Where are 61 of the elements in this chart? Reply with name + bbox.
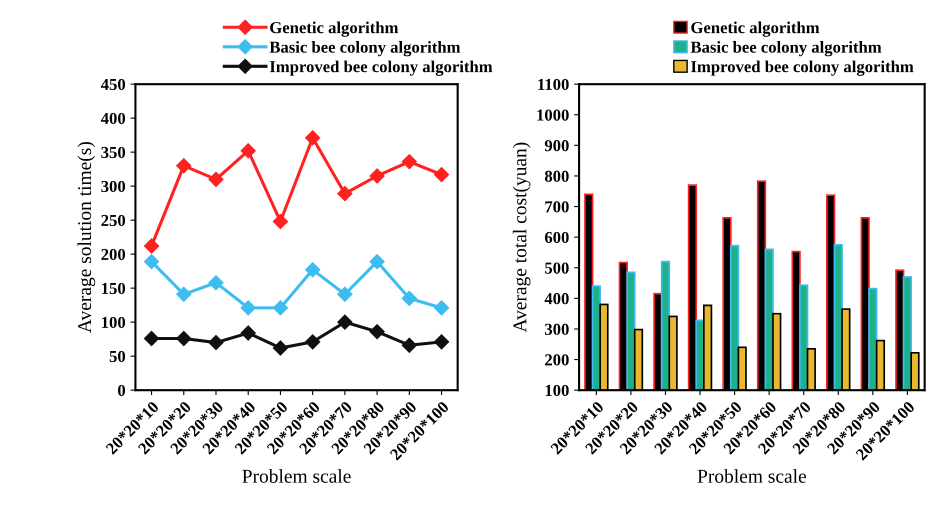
y-tick-label: 200 xyxy=(545,354,569,366)
point xyxy=(370,254,385,270)
point xyxy=(337,186,352,202)
y-tick-label: 400 xyxy=(544,293,569,304)
y-axis-title: Average total cost(yuan) xyxy=(512,142,530,332)
legend-label: Genetic algorithm xyxy=(691,22,820,37)
point xyxy=(434,167,450,182)
y-tick-label: 50 xyxy=(110,350,126,362)
point xyxy=(305,130,320,146)
point xyxy=(337,314,352,330)
y-tick-label: 250 xyxy=(101,214,126,226)
point xyxy=(208,275,224,290)
y-tick-label: 100 xyxy=(102,316,126,328)
legend-label: Improved bee colony algorithm xyxy=(270,60,492,76)
y-tick-label: 100 xyxy=(546,384,569,396)
y-tick-label: 0 xyxy=(118,384,126,396)
point xyxy=(176,286,192,302)
point xyxy=(176,330,192,346)
point xyxy=(240,300,256,316)
y-tick-label: 700 xyxy=(545,201,569,212)
legend-label: Basic bee colony algorithm xyxy=(690,41,882,56)
y-tick-label: 900 xyxy=(544,140,569,152)
point xyxy=(272,214,288,230)
y-tick-label: 1100 xyxy=(538,78,569,90)
point xyxy=(208,172,224,187)
legend-label: Genetic algorithm xyxy=(270,22,398,37)
point xyxy=(370,324,385,340)
y-tick-label: 1000 xyxy=(537,109,569,121)
legend-label: Basic bee colony algorithm xyxy=(270,41,460,56)
point xyxy=(370,168,385,184)
y-tick-label: 600 xyxy=(544,232,569,244)
point xyxy=(305,334,320,350)
point xyxy=(144,238,160,254)
x-axis-title: Problem scale xyxy=(242,469,351,483)
point xyxy=(272,340,288,356)
point xyxy=(176,158,192,174)
y-tick-label: 150 xyxy=(102,282,126,294)
point xyxy=(272,300,288,316)
y-tick-label: 400 xyxy=(100,112,126,124)
point xyxy=(240,143,256,158)
point xyxy=(305,262,320,278)
point xyxy=(240,325,256,341)
point xyxy=(402,290,417,306)
y-tick-label: 350 xyxy=(101,146,126,158)
y-tick-label: 500 xyxy=(545,262,569,274)
y-tick-label: 800 xyxy=(544,170,569,182)
legend-label: Improved bee colony algorithm xyxy=(691,60,914,76)
point xyxy=(144,254,160,270)
point xyxy=(337,286,352,302)
point xyxy=(402,338,417,353)
point xyxy=(434,300,450,316)
point xyxy=(144,330,160,346)
point xyxy=(434,334,450,350)
point xyxy=(208,334,224,350)
y-tick-label: 200 xyxy=(101,248,126,260)
point xyxy=(402,154,417,170)
y-tick-label: 300 xyxy=(101,180,126,192)
y-axis-title: Average solution time(s) xyxy=(77,142,96,333)
y-tick-label: 450 xyxy=(100,78,126,90)
y-tick-label: 300 xyxy=(544,324,569,335)
x-axis-title: Problem scale xyxy=(698,469,806,483)
